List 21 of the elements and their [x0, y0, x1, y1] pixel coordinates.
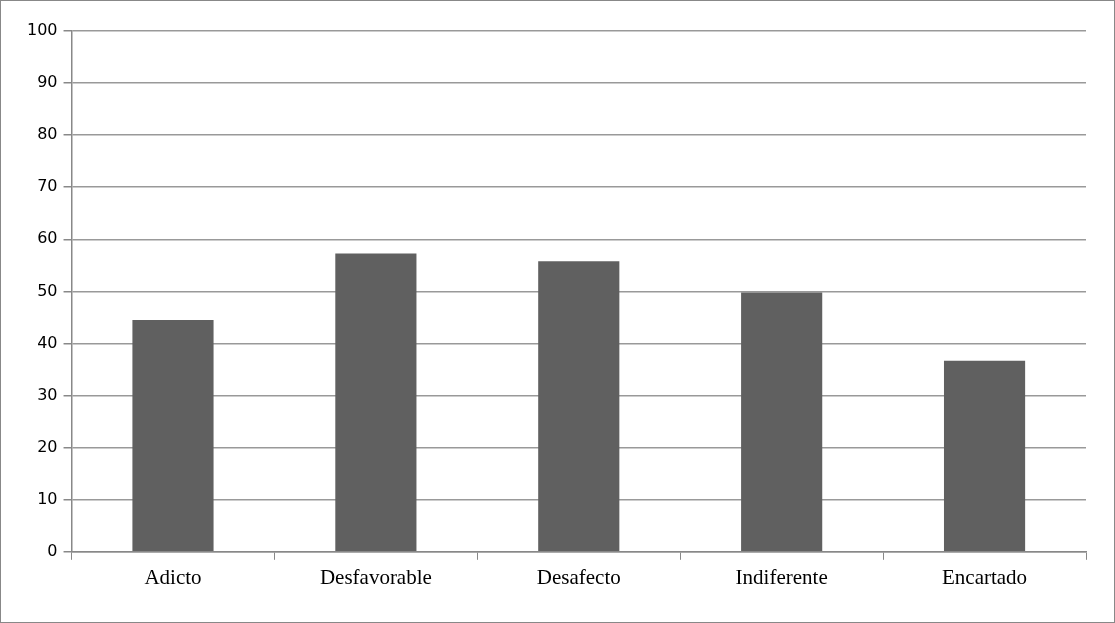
bar — [132, 320, 214, 552]
x-tick-label: Adicto — [144, 564, 202, 589]
bar — [335, 253, 417, 552]
y-tick-label: 70 — [37, 176, 58, 196]
bar — [538, 261, 620, 552]
y-tick-label: 20 — [37, 436, 58, 456]
y-tick-label: 10 — [37, 488, 58, 508]
y-tick-label: 90 — [37, 72, 58, 92]
x-tick-label: Indiferente — [735, 564, 828, 589]
x-tick-label: Desafecto — [536, 564, 621, 589]
y-tick-label: 0 — [47, 540, 58, 560]
y-tick-label: 100 — [26, 20, 58, 40]
y-tick-label: 40 — [37, 332, 58, 352]
y-tick-label: 60 — [37, 228, 58, 248]
y-tick-label: 50 — [37, 280, 58, 300]
bar — [943, 360, 1026, 552]
y-tick-label: 30 — [37, 384, 58, 404]
x-tick-label: Encartado — [941, 564, 1028, 589]
bar — [741, 292, 823, 552]
x-tick-label: Desfavorable — [319, 564, 432, 589]
y-tick-label: 80 — [37, 124, 58, 144]
